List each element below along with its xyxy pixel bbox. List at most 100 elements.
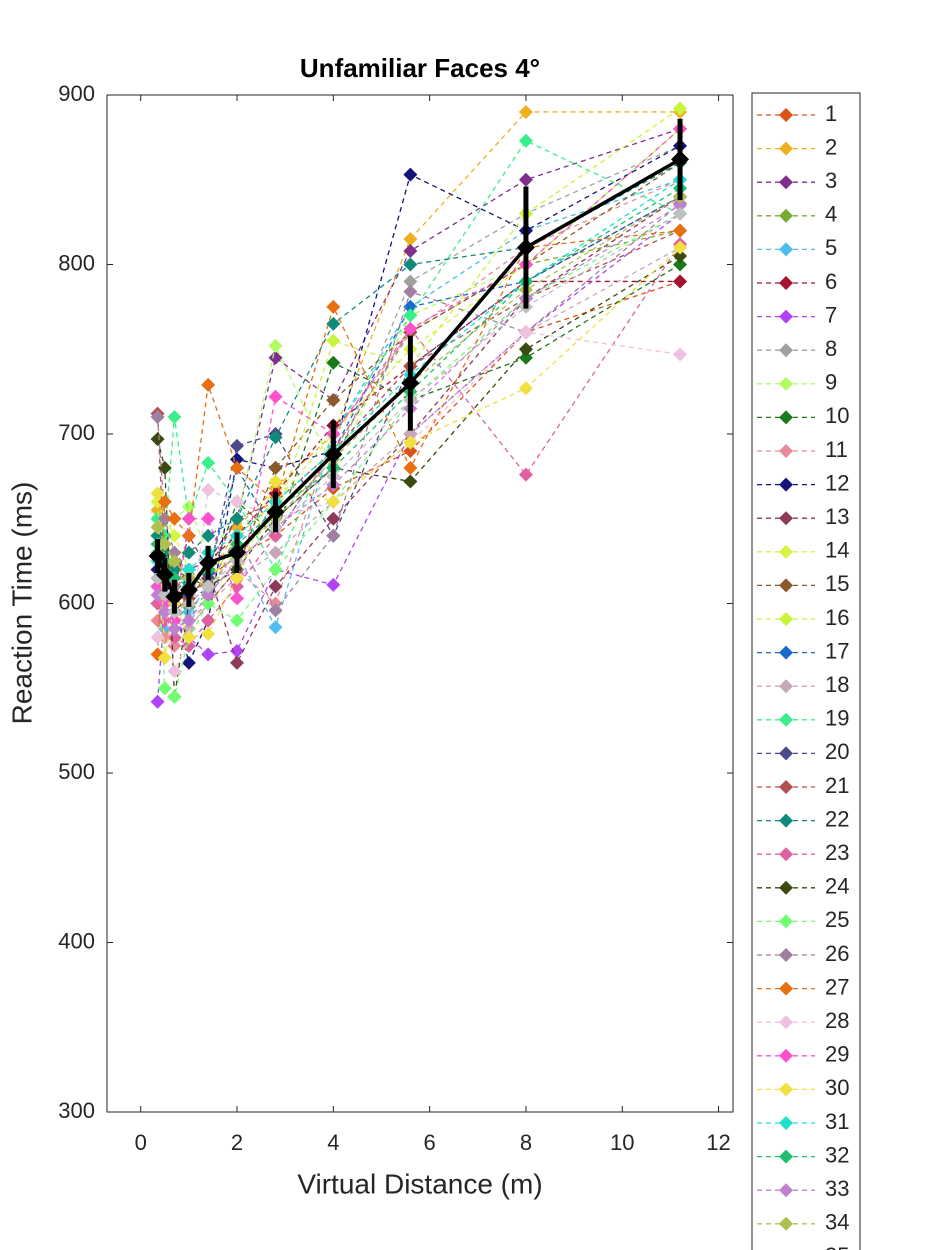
mean-marker — [228, 543, 247, 562]
series-marker — [326, 299, 341, 314]
legend-label: 14 — [825, 538, 849, 563]
legend-marker — [779, 242, 793, 257]
legend-marker — [779, 981, 793, 996]
x-tick-label: 0 — [135, 1130, 147, 1155]
legend-marker — [779, 780, 793, 794]
series-line — [156, 247, 681, 658]
legend-label: 15 — [825, 571, 849, 596]
series-marker — [403, 167, 418, 182]
series-marker — [268, 562, 283, 577]
series-marker — [201, 596, 216, 611]
legend-marker — [779, 847, 793, 862]
legend-label: 30 — [825, 1075, 849, 1100]
series-line — [156, 204, 681, 630]
x-tick-label: 4 — [327, 1130, 339, 1155]
series-marker — [167, 630, 182, 645]
series-marker — [518, 342, 533, 357]
legend-marker — [779, 410, 793, 425]
series-line — [156, 139, 681, 572]
series-marker — [150, 588, 165, 603]
mean-marker — [165, 587, 184, 606]
series-marker — [518, 325, 533, 340]
series-marker — [230, 452, 245, 467]
legend-label: 6 — [825, 269, 837, 294]
series-marker — [403, 284, 418, 299]
legend-marker — [779, 746, 793, 761]
series-marker — [403, 427, 418, 441]
legend-marker — [779, 477, 793, 492]
x-tick-label: 10 — [610, 1130, 634, 1155]
legend-label: 13 — [825, 504, 849, 529]
series-marker — [201, 528, 216, 543]
series-marker — [150, 630, 165, 645]
legend-label: 28 — [825, 1008, 849, 1033]
series-marker — [403, 474, 418, 489]
legend-marker — [779, 511, 793, 526]
series-marker — [157, 604, 172, 619]
series-marker — [150, 579, 165, 594]
series-marker — [673, 206, 688, 221]
series-marker — [150, 694, 165, 709]
legend-marker — [779, 1082, 793, 1097]
y-axis-label: Reaction Time (ms) — [6, 482, 37, 725]
series-marker — [201, 613, 216, 628]
legend-label: 11 — [825, 437, 848, 462]
series-marker — [326, 355, 341, 370]
series-marker — [201, 377, 216, 392]
legend-marker — [779, 208, 793, 223]
series-marker — [181, 613, 196, 628]
series-marker — [673, 198, 688, 213]
legend-marker — [779, 914, 793, 929]
series-marker — [157, 650, 172, 665]
legend-marker — [779, 309, 793, 324]
legend-label: 34 — [825, 1210, 849, 1235]
series-marker — [518, 381, 533, 396]
legend-marker — [779, 1216, 793, 1231]
mean-marker — [199, 553, 218, 572]
series-marker — [518, 104, 533, 119]
legend-marker — [779, 544, 793, 559]
legend-marker — [779, 1116, 793, 1130]
mean-marker — [401, 374, 420, 393]
legend-label: 20 — [825, 739, 849, 764]
legend-label: 1 — [825, 101, 837, 126]
legend-label: 25 — [825, 907, 849, 932]
legend-label: 10 — [825, 403, 849, 428]
legend-marker — [779, 276, 793, 290]
mean-marker — [148, 547, 167, 566]
legend-label: 22 — [825, 806, 849, 831]
legend-label: 9 — [825, 370, 837, 395]
series-marker — [181, 630, 196, 645]
legend-label: 29 — [825, 1042, 849, 1067]
series-marker — [167, 410, 182, 425]
mean-marker — [516, 238, 535, 257]
series-marker — [230, 494, 245, 509]
legend-marker — [779, 612, 793, 626]
series-marker — [181, 638, 196, 653]
series-line — [156, 196, 681, 605]
series-marker — [268, 528, 283, 543]
series-marker — [167, 511, 182, 526]
series-marker — [518, 467, 533, 482]
legend-marker — [779, 444, 793, 458]
series-marker — [230, 655, 245, 670]
series-marker — [268, 389, 283, 404]
legend-label: 27 — [825, 974, 849, 999]
series-marker — [201, 579, 216, 594]
series-marker — [181, 545, 196, 560]
mean-marker — [671, 150, 690, 169]
series-marker — [268, 579, 283, 594]
mean-marker — [179, 580, 198, 599]
series-marker — [403, 232, 418, 247]
series-marker — [403, 460, 418, 475]
legend-marker — [779, 141, 793, 156]
series-marker — [403, 243, 418, 258]
y-tick-label: 600 — [58, 589, 95, 614]
series-marker — [201, 627, 216, 642]
legend-label: 31 — [825, 1109, 849, 1134]
series-marker — [230, 613, 245, 628]
series-marker — [673, 240, 688, 255]
plot-frame — [106, 94, 734, 1113]
legend-marker — [779, 1048, 793, 1063]
